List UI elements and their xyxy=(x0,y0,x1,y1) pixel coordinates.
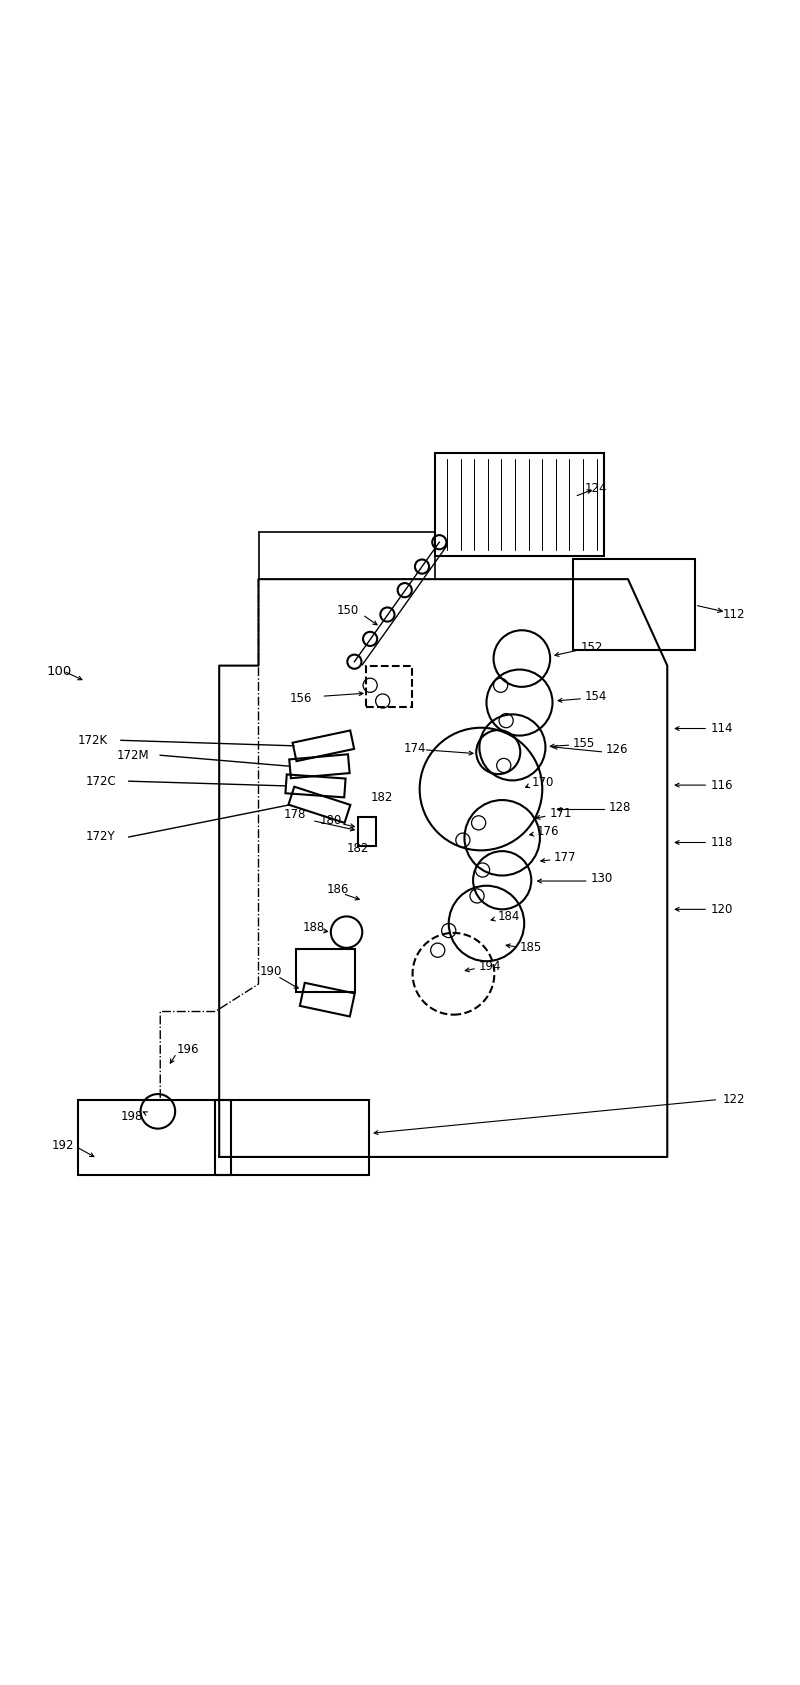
Text: 114: 114 xyxy=(710,721,733,735)
Text: 196: 196 xyxy=(177,1043,199,1056)
Bar xyxy=(215,1100,369,1174)
Text: 150: 150 xyxy=(337,605,359,617)
Text: 172C: 172C xyxy=(86,775,116,787)
Text: 112: 112 xyxy=(722,608,745,622)
Text: 198: 198 xyxy=(121,1109,143,1122)
Text: 182: 182 xyxy=(371,792,394,804)
Text: 177: 177 xyxy=(554,851,577,864)
Text: 122: 122 xyxy=(722,1094,745,1105)
Text: 118: 118 xyxy=(710,836,733,849)
Text: 172Y: 172Y xyxy=(86,831,115,844)
Text: 172M: 172M xyxy=(117,748,150,762)
Bar xyxy=(78,1100,231,1174)
Text: 116: 116 xyxy=(710,778,733,792)
Text: 192: 192 xyxy=(51,1139,74,1151)
Text: 126: 126 xyxy=(606,743,629,757)
Text: 128: 128 xyxy=(609,800,631,814)
Text: 184: 184 xyxy=(498,910,520,923)
Text: 180: 180 xyxy=(320,814,342,827)
Text: 194: 194 xyxy=(478,960,501,974)
Bar xyxy=(366,666,412,706)
Text: 130: 130 xyxy=(590,873,613,885)
Bar xyxy=(296,949,355,992)
Bar xyxy=(573,559,694,650)
Text: 155: 155 xyxy=(573,736,595,750)
Text: 188: 188 xyxy=(302,922,325,933)
Text: 152: 152 xyxy=(581,640,603,654)
Text: 100: 100 xyxy=(46,664,71,677)
Text: 154: 154 xyxy=(585,689,607,703)
Text: 186: 186 xyxy=(327,883,350,896)
Text: 174: 174 xyxy=(404,741,426,755)
Text: 172K: 172K xyxy=(78,733,108,746)
Bar xyxy=(358,817,376,846)
Text: 124: 124 xyxy=(585,482,607,495)
Text: 120: 120 xyxy=(710,903,733,917)
Text: 171: 171 xyxy=(550,807,572,821)
Text: 182: 182 xyxy=(346,842,369,856)
Text: 185: 185 xyxy=(519,940,542,954)
Bar xyxy=(435,453,604,556)
Text: 170: 170 xyxy=(532,777,554,789)
Text: 178: 178 xyxy=(284,807,306,821)
Text: 176: 176 xyxy=(537,826,559,837)
Text: 156: 156 xyxy=(290,693,312,704)
Text: 190: 190 xyxy=(260,966,282,977)
